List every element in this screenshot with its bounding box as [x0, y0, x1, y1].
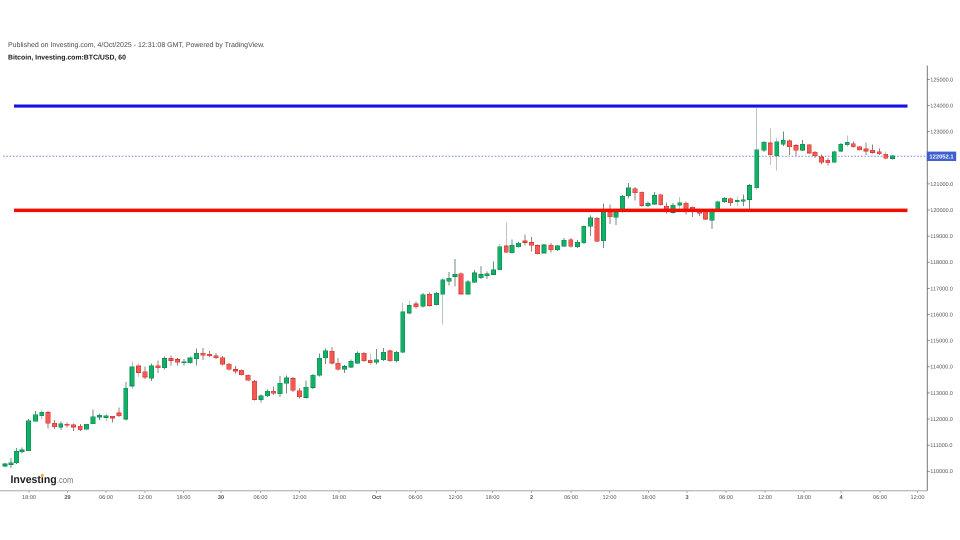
svg-text:06:00: 06:00 — [719, 495, 733, 501]
svg-text:115000.0: 115000.0 — [930, 339, 953, 345]
svg-text:116000.0: 116000.0 — [930, 312, 953, 318]
svg-text:123000.0: 123000.0 — [930, 130, 953, 136]
svg-text:112000.0: 112000.0 — [930, 417, 953, 423]
svg-text:Bitcoin, Investing.com:BTC/USD: Bitcoin, Investing.com:BTC/USD, 60 — [8, 55, 126, 62]
svg-text:121000.0: 121000.0 — [930, 182, 953, 188]
svg-text:12:00: 12:00 — [138, 495, 152, 501]
svg-text:06:00: 06:00 — [873, 495, 887, 501]
svg-text:3: 3 — [685, 495, 688, 501]
svg-text:4: 4 — [839, 495, 843, 501]
svg-text:Investing: Investing — [11, 474, 57, 486]
svg-text:06:00: 06:00 — [564, 495, 578, 501]
svg-text:30: 30 — [218, 495, 224, 501]
svg-text:18:00: 18:00 — [642, 495, 656, 501]
svg-text:125000.0: 125000.0 — [930, 77, 953, 83]
svg-text:119000.0: 119000.0 — [930, 234, 953, 240]
svg-text:Published on Investing.com, 4/: Published on Investing.com, 4/Oct/2025 -… — [8, 41, 265, 49]
svg-text:Oct: Oct — [372, 495, 381, 501]
svg-text:2: 2 — [530, 495, 533, 501]
svg-text:120000.0: 120000.0 — [930, 208, 953, 214]
svg-text:.com: .com — [57, 475, 73, 485]
svg-text:12:00: 12:00 — [758, 495, 772, 501]
svg-text:06:00: 06:00 — [99, 495, 113, 501]
svg-text:122052.1: 122052.1 — [929, 154, 954, 161]
svg-text:18:00: 18:00 — [177, 495, 191, 501]
svg-text:117000.0: 117000.0 — [930, 286, 953, 292]
svg-text:12:00: 12:00 — [603, 495, 617, 501]
svg-text:113000.0: 113000.0 — [930, 391, 953, 397]
svg-text:18:00: 18:00 — [486, 495, 500, 501]
svg-text:18:00: 18:00 — [797, 495, 811, 501]
svg-text:18:00: 18:00 — [332, 495, 346, 501]
svg-text:118000.0: 118000.0 — [930, 260, 953, 266]
svg-text:18:00: 18:00 — [22, 495, 36, 501]
svg-text:29: 29 — [64, 495, 70, 501]
svg-text:12:00: 12:00 — [449, 495, 463, 501]
svg-text:06:00: 06:00 — [409, 495, 423, 501]
svg-text:12:00: 12:00 — [293, 495, 307, 501]
svg-text:110000.0: 110000.0 — [930, 469, 953, 475]
svg-text:114000.0: 114000.0 — [930, 365, 953, 371]
svg-text:12:00: 12:00 — [911, 495, 925, 501]
svg-text:06:00: 06:00 — [254, 495, 268, 501]
svg-text:111000.0: 111000.0 — [930, 443, 952, 449]
svg-text:124000.0: 124000.0 — [930, 103, 953, 109]
